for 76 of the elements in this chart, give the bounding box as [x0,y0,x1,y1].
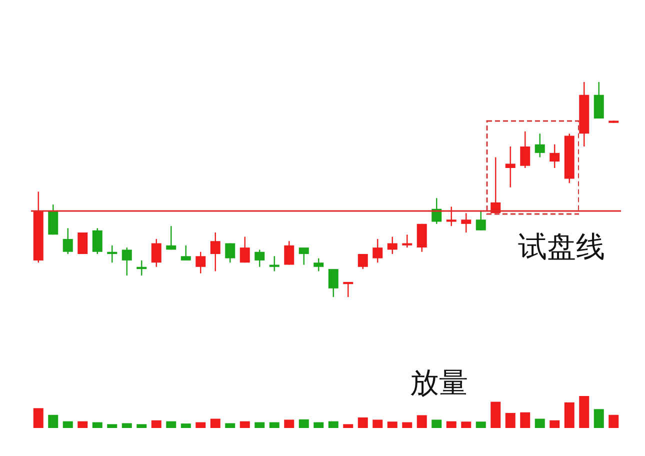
bar [210,418,220,428]
annotation: 试盘线 [518,230,605,264]
bar [62,421,73,428]
candlestick [402,234,412,248]
bar [151,420,162,428]
candlestick [180,244,191,262]
candlestick [550,144,560,169]
bar [122,423,132,428]
candlestick [122,246,132,276]
bar [298,419,309,428]
candlestick [343,281,354,298]
bar [505,412,516,428]
bar [254,422,265,428]
candlestick [284,240,294,266]
bar [240,421,250,428]
bar [416,415,427,428]
candlestick [476,210,486,231]
bar [343,424,354,428]
bar [166,421,176,428]
candlestick [505,146,516,188]
bar [284,420,294,428]
bar [387,422,398,428]
candlestick [269,256,280,272]
bar [579,396,590,428]
candlestick [387,236,398,255]
candlestick [196,251,206,274]
bar [461,422,472,428]
bar [196,422,206,428]
bar [550,420,560,428]
candlestick [151,238,162,268]
annotation: 放量 [410,366,468,400]
bar [372,420,383,428]
candlestick [461,212,472,234]
bar [358,417,368,428]
candlestick [48,204,58,236]
bar [33,408,44,428]
candlestick [534,133,545,158]
bar [490,402,501,428]
candlestick [594,81,604,120]
candlestick [92,228,102,255]
candlestick [225,242,236,264]
bar [520,412,530,428]
candlestick [372,238,383,264]
bar [402,422,412,428]
bar [48,414,58,428]
candlestick [107,244,118,264]
candlestick [254,249,265,268]
candlestick [240,236,250,264]
candlestick [136,260,147,276]
candlestick [328,268,338,298]
bar [225,423,236,428]
bar [446,421,456,428]
candlestick [78,232,88,254]
bar [269,422,280,428]
bar [136,424,147,428]
candlestick [416,223,427,252]
candlestick [520,130,530,169]
bar [432,420,442,428]
bar [608,414,619,428]
candlestick [62,228,73,255]
bar [476,422,486,428]
bar [107,424,118,428]
candlestick [166,225,176,250]
bar [78,421,88,428]
candlestick [358,253,368,270]
bar [534,418,545,428]
bar [328,421,338,428]
candlestick [210,232,220,272]
candlestick [446,206,456,227]
bar [314,422,324,428]
bar [594,409,604,428]
bar [92,422,102,428]
bar [564,402,574,428]
candlestick [314,258,324,272]
bar [180,424,191,428]
candlestick [298,246,309,266]
